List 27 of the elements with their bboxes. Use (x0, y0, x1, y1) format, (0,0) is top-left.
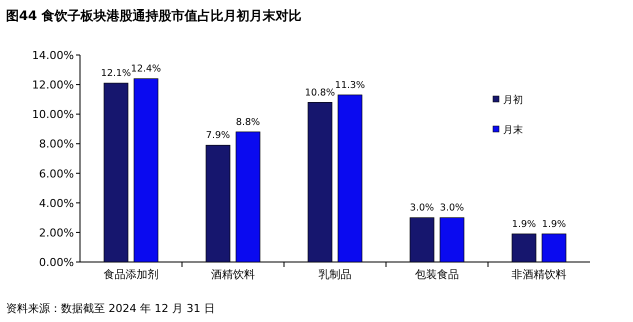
data-label: 3.0% (440, 202, 464, 214)
y-tick-label: 14.00% (32, 49, 74, 62)
y-tick-label: 2.00% (39, 226, 74, 240)
y-tick-label: 4.00% (39, 196, 74, 210)
data-label: 10.8% (304, 87, 336, 98)
x-tick-label: 乳制品 (318, 268, 352, 281)
text: 资料来源：数据截至 2024 年 12 月 31 日 (6, 302, 215, 315)
data-label: 11.3% (334, 80, 366, 91)
legend-label: 月末 (503, 124, 523, 136)
data-label: 3.0% (410, 202, 434, 214)
x-tick-label: 酒精饮料 (211, 268, 255, 281)
y-tick-label: 12.00% (32, 78, 74, 92)
x-tick-label: 包装食品 (415, 268, 459, 281)
y-tick-label: 0.00% (39, 256, 74, 269)
data-label: 12.4% (130, 64, 162, 75)
data-label: 1.9% (542, 218, 566, 230)
data-label: 12.1% (100, 68, 132, 80)
data-label: 8.8% (236, 116, 260, 128)
y-tick-label: 8.00% (39, 138, 74, 151)
x-tick-label: 食品添加剂 (104, 268, 158, 281)
data-label: 7.9% (206, 130, 230, 142)
chart-title: 图44 食饮子板块港股通持股市值占比月初月末对比 (6, 8, 302, 24)
y-tick-label: 10.00% (32, 108, 74, 122)
y-tick-label: 6.00% (39, 167, 74, 180)
x-tick-label: 非酒精饮料 (512, 268, 566, 281)
data-label: 1.9% (512, 218, 536, 230)
legend-label: 月初 (503, 94, 523, 106)
